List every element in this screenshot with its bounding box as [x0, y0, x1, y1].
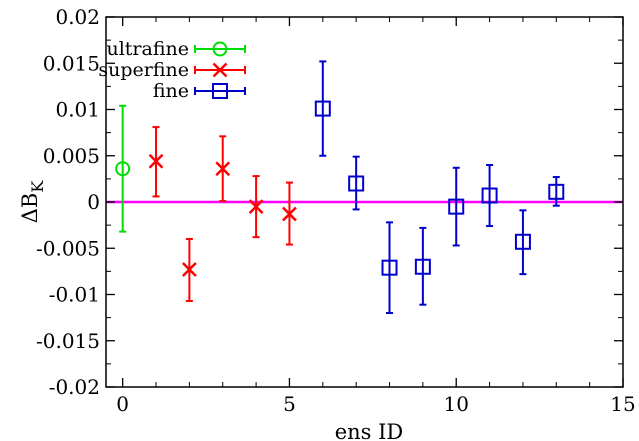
square-marker — [314, 100, 331, 117]
square-marker — [448, 198, 465, 215]
data-point — [348, 155, 365, 211]
data-point — [215, 135, 231, 203]
x-marker-stroke — [212, 62, 228, 78]
square-marker — [348, 175, 365, 192]
y-tick-label: 0.005 — [43, 144, 100, 168]
square-marker — [548, 183, 565, 200]
square-marker — [414, 258, 431, 275]
x-marker-stroke — [182, 262, 197, 277]
y-tick-label: -0.015 — [36, 329, 100, 353]
x-tick-label: 10 — [443, 392, 468, 416]
square-marker — [348, 175, 365, 192]
legend-entry-ultrafine: ultrafine — [106, 38, 246, 60]
data-point — [282, 181, 297, 246]
y-tick-label: -0.01 — [49, 283, 100, 307]
y-tick-label: 0.02 — [55, 5, 100, 29]
circle-marker — [115, 161, 131, 177]
square-marker — [481, 187, 498, 204]
x-marker-stroke — [148, 153, 164, 169]
square-marker — [548, 183, 565, 200]
x-tick-label: 5 — [283, 392, 296, 416]
legend-entry-superfine: superfine — [98, 59, 246, 81]
x-marker — [215, 161, 231, 177]
circle-marker — [212, 41, 228, 57]
square-marker — [381, 259, 398, 276]
data-point — [314, 60, 331, 157]
series-ultrafine — [115, 104, 131, 233]
square-marker — [448, 198, 465, 215]
square-marker — [514, 233, 531, 250]
x-marker — [148, 153, 164, 169]
y-axis-label-subscript: K — [28, 180, 47, 193]
legend-entry-fine: fine — [153, 80, 246, 102]
y-tick-label: -0.005 — [36, 236, 100, 260]
y-tick-label: 0 — [87, 190, 100, 214]
circle-marker — [115, 161, 131, 177]
x-marker — [282, 206, 297, 222]
square-marker — [414, 258, 431, 275]
data-point — [414, 226, 431, 306]
axes-layer: -0.02 -0.015 -0.01 -0.005 0 0.005 0.01 0.015 0.0… — [36, 5, 636, 416]
data-point — [248, 175, 264, 239]
x-tick-label: 0 — [116, 392, 129, 416]
y-tick-label: -0.02 — [49, 375, 100, 399]
square-marker — [381, 259, 398, 276]
y-axis-label: ΔBK — [18, 180, 47, 224]
data-point — [115, 104, 131, 233]
series-fine — [314, 60, 565, 314]
x-tick-label: 15 — [610, 392, 635, 416]
legend-label: superfine — [98, 59, 189, 81]
data-point — [448, 166, 465, 247]
data-point — [182, 238, 197, 302]
legend-x-marker — [212, 62, 228, 78]
legend-label: fine — [153, 80, 189, 102]
data-point — [148, 126, 164, 198]
x-marker-stroke — [248, 199, 264, 215]
y-tick-label: 0.015 — [43, 51, 100, 75]
y-tick-label: 0.01 — [55, 98, 100, 122]
legend-circle-marker — [212, 41, 228, 57]
square-marker — [314, 100, 331, 117]
square-marker — [212, 83, 228, 99]
data-point — [514, 209, 531, 276]
square-marker — [481, 187, 498, 204]
legend-square-marker — [212, 83, 228, 99]
x-marker — [248, 199, 264, 215]
data-point — [548, 176, 565, 207]
square-marker — [514, 233, 531, 250]
series-superfine — [148, 126, 297, 302]
data-layer — [115, 60, 565, 314]
x-marker-stroke — [282, 206, 297, 222]
x-axis-label: ens ID — [335, 420, 404, 441]
data-point — [381, 221, 398, 314]
x-marker — [182, 262, 197, 277]
x-marker-stroke — [215, 161, 231, 177]
y-axis-label-main: ΔB — [18, 193, 42, 224]
data-point — [481, 164, 498, 228]
legend-label: ultrafine — [106, 38, 189, 60]
